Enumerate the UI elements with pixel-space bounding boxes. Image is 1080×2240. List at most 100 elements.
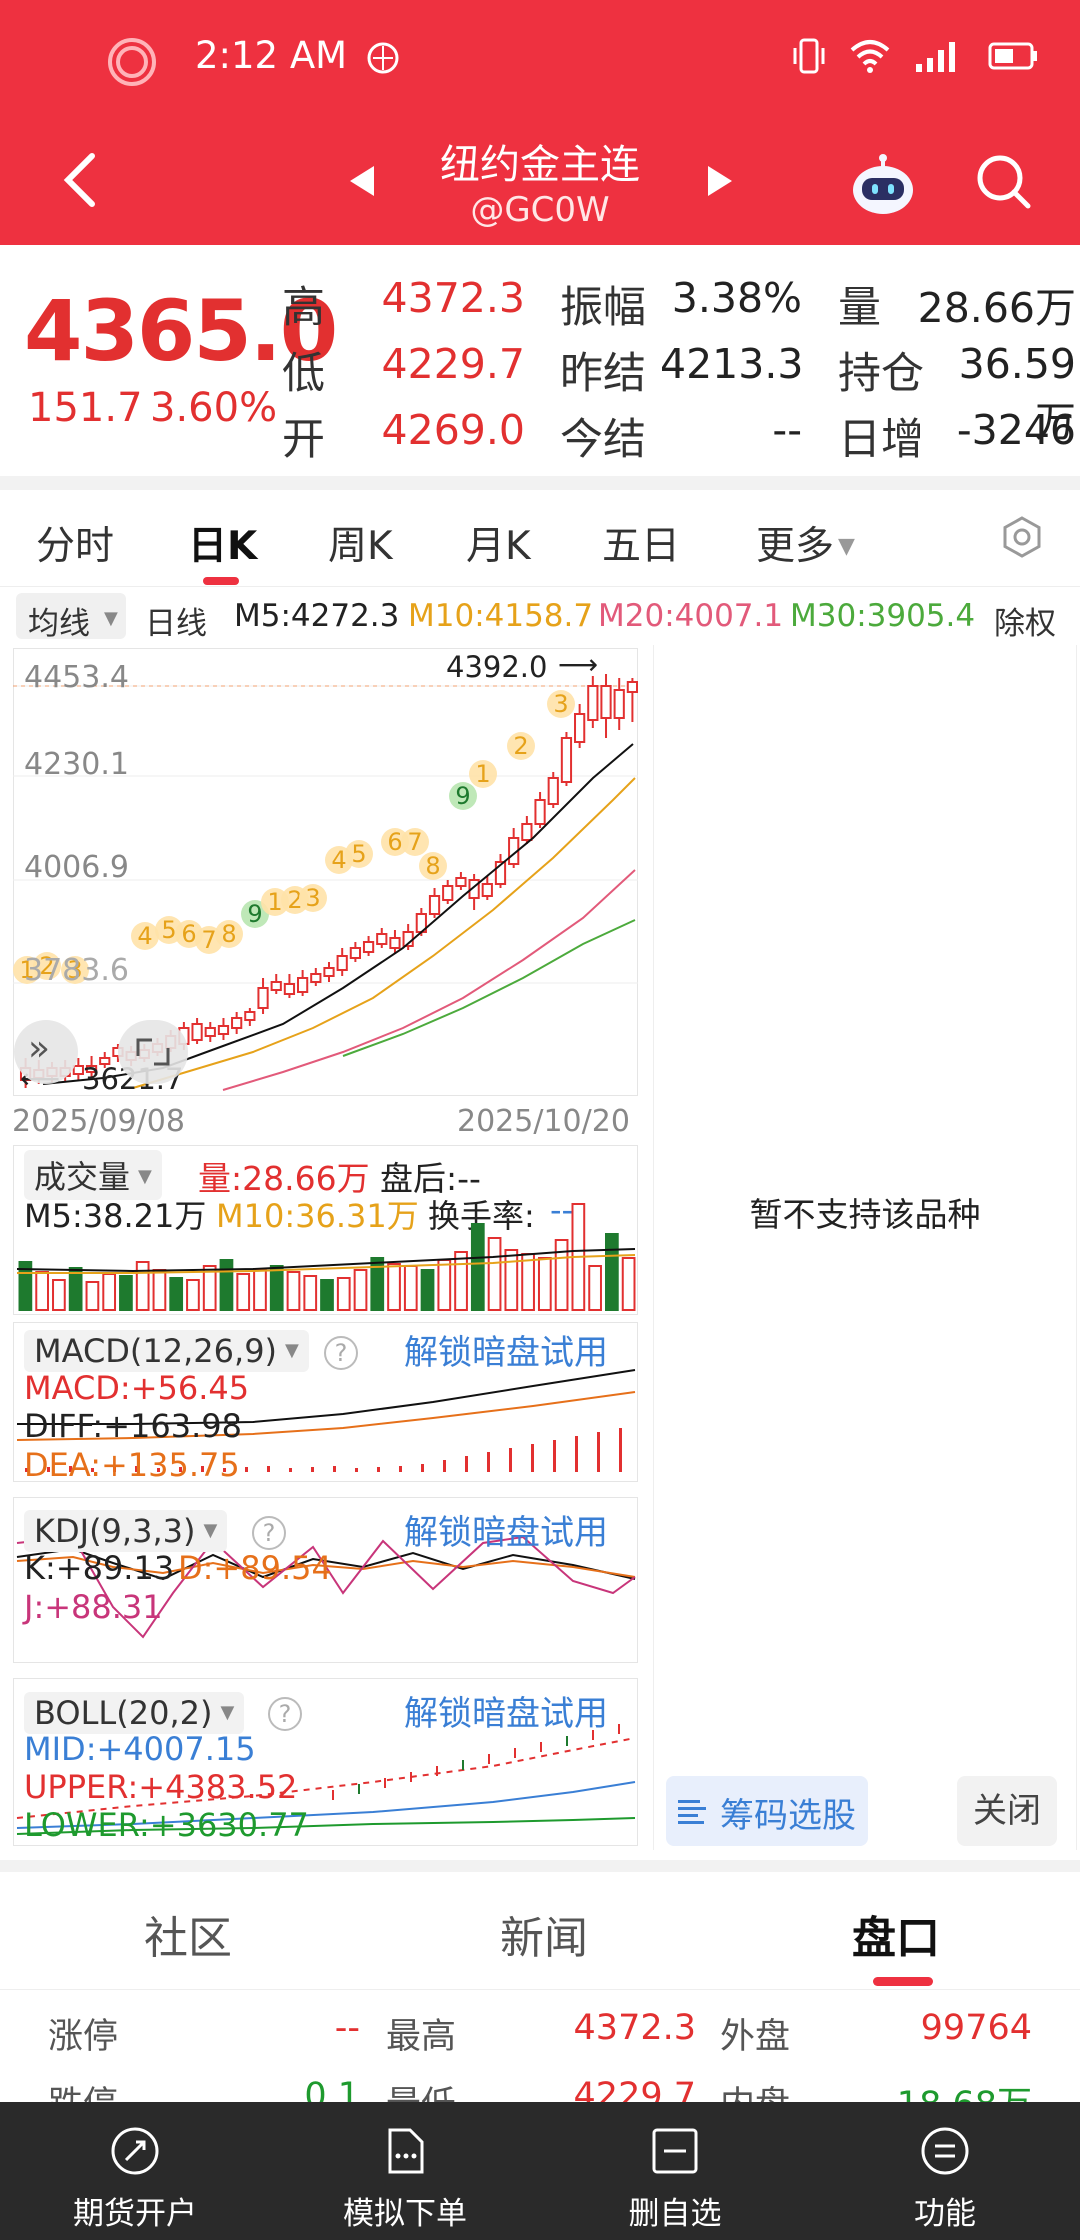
- boll-lower-line: [16, 1817, 636, 1835]
- macd-histogram-bar: [399, 1466, 402, 1472]
- diff-line: [17, 1369, 636, 1425]
- fullscreen-button[interactable]: [118, 1020, 188, 1084]
- stat-label-volume: 量: [838, 283, 881, 333]
- nav-remove-watchlist-label: 删自选: [628, 2196, 722, 2232]
- td-count-bubble: [131, 922, 159, 950]
- double-chevron-icon: »: [28, 1028, 51, 1069]
- fullscreen-icon: [136, 1038, 170, 1066]
- j-line: [16, 1535, 636, 1639]
- tab-five-day[interactable]: 五日: [602, 524, 681, 569]
- tab-order-book[interactable]: 盘口: [852, 1913, 940, 1964]
- price-adjust-button[interactable]: 除权: [994, 606, 1056, 642]
- stat-label-open-interest: 持仓: [838, 349, 924, 399]
- tab-weekly-k[interactable]: 周K: [328, 524, 393, 569]
- boll-mid-line: [16, 1781, 636, 1829]
- k-line: [16, 1547, 636, 1581]
- td-count-label: 7: [201, 926, 216, 954]
- d-value: D:+89.54: [178, 1549, 332, 1587]
- ma30-line: [342, 919, 636, 1057]
- unlock-dark-pool-link[interactable]: 解锁暗盘试用: [404, 1513, 608, 1553]
- td-count-label: 3: [553, 690, 568, 718]
- nav-simulated-order[interactable]: 模拟下单: [270, 2102, 540, 2240]
- help-icon[interactable]: ?: [252, 1516, 286, 1550]
- unlock-dark-pool-link[interactable]: 解锁暗盘试用: [404, 1333, 608, 1373]
- unlock-dark-pool-link[interactable]: 解锁暗盘试用: [404, 1694, 608, 1734]
- td-count-label: 3: [305, 884, 320, 912]
- macd-histogram-bar: [47, 1467, 50, 1472]
- td-count-label: 3: [67, 956, 82, 984]
- td-count-bubble: [33, 952, 61, 980]
- tab-daily-k[interactable]: 日K: [188, 524, 258, 569]
- volume-selector[interactable]: 成交量 ▼: [24, 1150, 162, 1200]
- macd-histogram-bar: [553, 1440, 556, 1472]
- volume-selector-label: 成交量: [34, 1158, 131, 1196]
- nav-functions[interactable]: 功能: [810, 2102, 1080, 2240]
- td-count-label: 2: [287, 886, 302, 914]
- ma10-line: [132, 777, 636, 1089]
- macd-chart: [16, 1369, 636, 1472]
- help-icon[interactable]: ?: [324, 1336, 358, 1370]
- boll-chart-frame: [13, 1678, 638, 1846]
- candle-body: [455, 877, 467, 887]
- td-count-label: 4: [137, 922, 152, 950]
- panel-divider: [653, 645, 654, 1850]
- boll-selector[interactable]: BOLL(20,2) ▼: [24, 1692, 245, 1734]
- nav-futures-account[interactable]: 期货开户: [0, 2102, 270, 2240]
- robot-assistant-icon[interactable]: [850, 152, 916, 218]
- macd-histogram-bar: [267, 1466, 270, 1472]
- close-button[interactable]: 关闭: [957, 1776, 1057, 1846]
- panel-border: [1076, 645, 1077, 1850]
- tab-timeshare[interactable]: 分时: [36, 524, 115, 569]
- candle-body: [574, 713, 586, 743]
- next-contract-icon[interactable]: [706, 164, 734, 198]
- highest-value: 4372.3: [573, 2008, 696, 2048]
- y-axis-label: 3783.6: [24, 953, 129, 988]
- expand-left-button[interactable]: »: [14, 1020, 78, 1084]
- ma-selector[interactable]: [16, 593, 126, 639]
- macd-selector[interactable]: MACD(12,26,9) ▼: [24, 1330, 309, 1372]
- tab-more[interactable]: 更多 ▼: [756, 515, 855, 571]
- volume-bar: [18, 1261, 33, 1311]
- volume-bar: [605, 1233, 619, 1311]
- candle-body: [217, 1025, 230, 1035]
- diff-value: DIFF:+163.98: [24, 1407, 242, 1445]
- tab-community[interactable]: 社区: [144, 1913, 232, 1964]
- dea-line: [16, 1391, 636, 1441]
- last-price: 4365.0: [24, 282, 338, 380]
- nav-remove-watchlist[interactable]: 删自选: [540, 2102, 810, 2240]
- macd-histogram-bar: [465, 1456, 468, 1472]
- unsupported-message: 暂不支持该品种: [749, 1195, 981, 1234]
- td-count-label: 2: [39, 952, 54, 980]
- macd-histogram-bar: [377, 1467, 380, 1472]
- stat-value-daily-change: -3246: [956, 406, 1076, 454]
- td-count-bubble: [547, 690, 575, 718]
- volume-bar: [169, 1277, 184, 1311]
- candle-body: [297, 977, 309, 993]
- candle-body: [244, 1011, 256, 1021]
- td-count-label: 5: [161, 916, 176, 944]
- tab-monthly-k[interactable]: 月K: [466, 524, 531, 569]
- volume-bar: [537, 1257, 552, 1311]
- td-count-bubble: [61, 956, 89, 984]
- settings-icon[interactable]: [1000, 515, 1044, 559]
- back-button[interactable]: [60, 150, 100, 210]
- td-count-label: 5: [351, 840, 366, 868]
- stat-value-prev-settle: 4213.3: [660, 340, 804, 388]
- turnover-value: --: [550, 1191, 574, 1229]
- stat-value-low: 4229.7: [381, 340, 525, 388]
- volume-m5: M5:38.21万: [24, 1197, 207, 1235]
- stat-value-amplitude: 3.38%: [671, 274, 802, 322]
- chip-stock-pick-button[interactable]: 筹码选股: [666, 1776, 868, 1846]
- td-count-bubble: [449, 782, 477, 810]
- chevron-down-icon: ▼: [138, 1166, 152, 1187]
- volume-bar: [437, 1259, 452, 1311]
- help-icon[interactable]: ?: [268, 1697, 302, 1731]
- simulate-order-icon: [388, 2128, 424, 2174]
- k-value: K:+89.13: [24, 1549, 175, 1587]
- tab-news[interactable]: 新闻: [500, 1913, 588, 1964]
- kdj-selector[interactable]: KDJ(9,3,3) ▼: [24, 1510, 228, 1552]
- search-icon[interactable]: [976, 154, 1032, 210]
- x-axis-start-date: 2025/09/08: [12, 1104, 185, 1139]
- prev-contract-icon[interactable]: [348, 164, 376, 198]
